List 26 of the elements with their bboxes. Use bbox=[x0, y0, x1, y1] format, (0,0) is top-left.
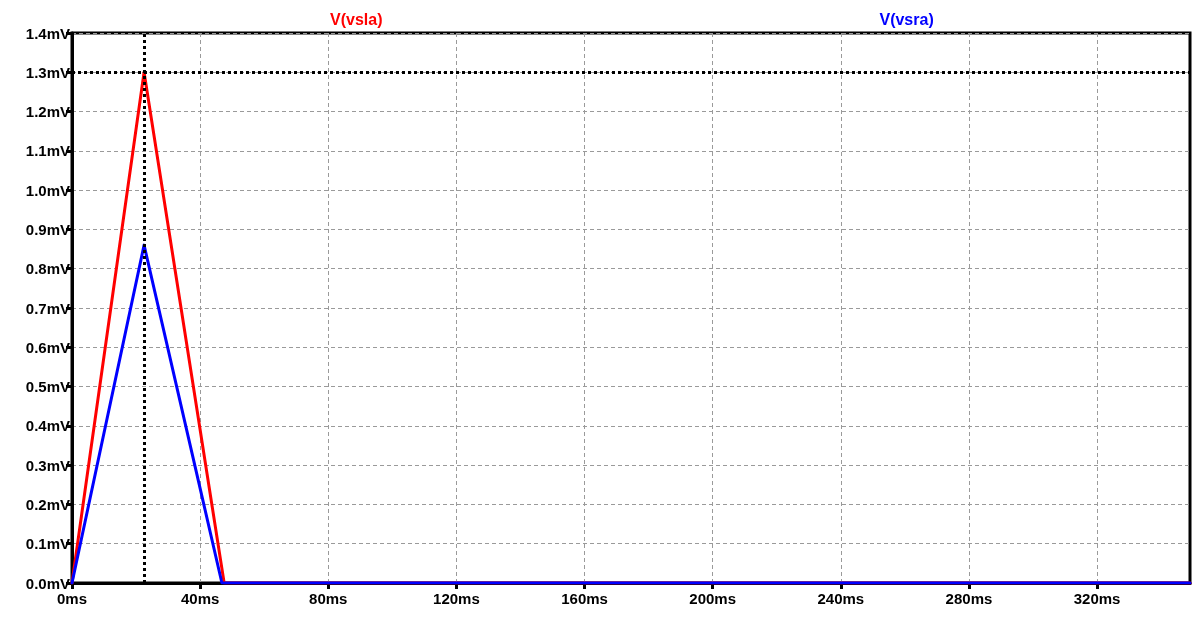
x-tick-label: 240ms bbox=[817, 590, 865, 607]
y-tick-label: 1.3mV bbox=[25, 63, 70, 81]
y-tick-label: 0.0mV bbox=[25, 574, 70, 592]
y-tick-label: 0.6mV bbox=[25, 338, 70, 356]
y-tick-label: 0.4mV bbox=[25, 417, 70, 435]
x-tick-label: 40ms bbox=[180, 590, 220, 607]
text: V(vsla) bbox=[330, 10, 383, 28]
x-tick-label: 200ms bbox=[689, 590, 737, 607]
y-tick-label: 0.8mV bbox=[25, 260, 70, 278]
x-tick-label: 80ms bbox=[309, 590, 348, 607]
y-tick-label: 0.1mV bbox=[25, 535, 70, 553]
y-tick-label: 1.4mV bbox=[25, 24, 70, 42]
x-tick-label: 280ms bbox=[945, 590, 993, 607]
y-tick-label: 0.2mV bbox=[25, 495, 70, 513]
y-tick-label: 0.9mV bbox=[25, 220, 70, 238]
x-tick-label: 160ms bbox=[561, 590, 608, 607]
text: V(vsra) bbox=[879, 10, 934, 28]
y-tick-label: 1.1mV bbox=[25, 142, 70, 160]
y-tick-label: 0.3mV bbox=[25, 456, 70, 474]
x-tick-label: 0ms bbox=[56, 590, 88, 607]
x-tick-label: 120ms bbox=[433, 590, 480, 607]
y-tick-label: 0.5mV bbox=[25, 378, 70, 396]
x-tick-label: 320ms bbox=[1073, 590, 1121, 607]
y-tick-label: 0.7mV bbox=[25, 299, 70, 317]
y-tick-label: 1.0mV bbox=[25, 181, 70, 199]
y-tick-label: 1.2mV bbox=[25, 103, 70, 121]
